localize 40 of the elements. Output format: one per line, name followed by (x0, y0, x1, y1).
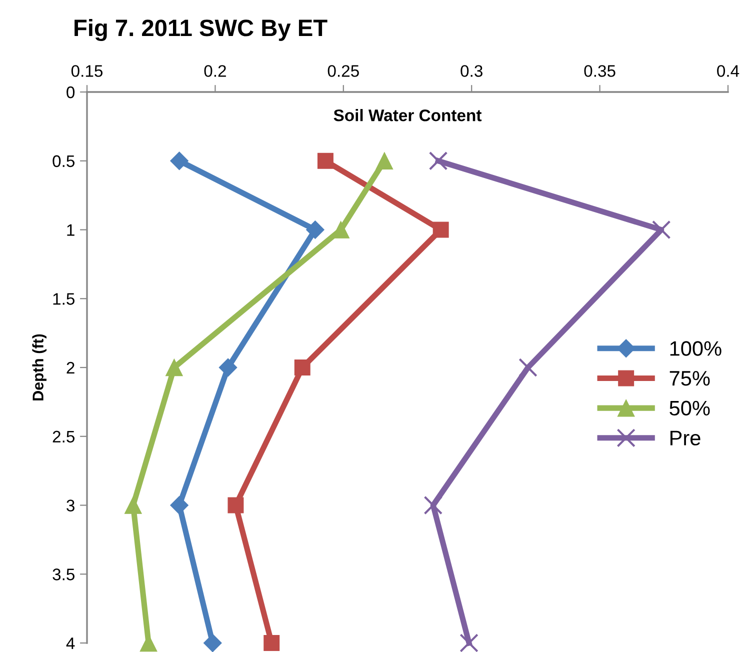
point (460, 634, 478, 652)
point (124, 496, 142, 514)
point (306, 220, 324, 239)
chart-title: Fig 7. 2011 SWC By ET (74, 18, 328, 42)
y-axis-title: Depth (ft) (32, 334, 46, 400)
legend-label: 100% (670, 341, 722, 356)
point (294, 360, 310, 376)
y-tick-label: 2 (66, 362, 74, 374)
point (203, 634, 222, 652)
point (165, 358, 183, 376)
x-axis-title: Soil Water Content (334, 109, 482, 122)
y-tick-label: 0.5 (52, 155, 74, 168)
x-tick-label: 0.15 (71, 65, 103, 77)
x-tick-label: 0.3 (460, 65, 482, 77)
legend-label: 75% (670, 371, 710, 386)
x-tick-label: 0.2 (204, 65, 226, 77)
point (424, 496, 443, 515)
point (317, 152, 334, 169)
point (170, 152, 188, 170)
point (652, 220, 671, 240)
y-tick-label: 3.5 (52, 568, 74, 580)
point (518, 358, 538, 377)
point (170, 496, 188, 514)
legend-label: 50% (670, 400, 710, 416)
y-tick-label: 2.5 (52, 430, 74, 443)
legend-label: Pre (670, 430, 700, 446)
y-tick-label: 0 (66, 86, 75, 98)
point (428, 151, 448, 170)
y-tick-label: 4 (66, 638, 75, 650)
y-tick-label: 1.5 (53, 293, 74, 305)
point (376, 152, 394, 170)
y-tick-label: 1 (67, 224, 74, 236)
x-tick-label: 0.35 (584, 65, 616, 77)
x-tick-label: 0.4 (717, 65, 740, 77)
point (264, 635, 280, 651)
y-tick-label: 3 (66, 500, 74, 512)
x-tick-label: 0.25 (328, 65, 359, 77)
point (432, 222, 449, 238)
point (228, 497, 244, 514)
point (218, 358, 238, 377)
